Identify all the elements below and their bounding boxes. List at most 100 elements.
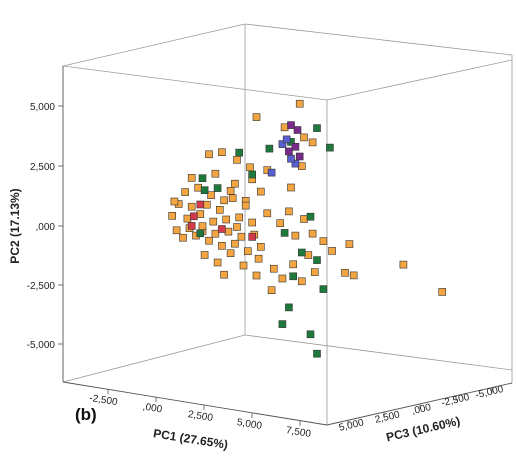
- scatter-point-orange: [310, 268, 319, 276]
- box-edge-top-right: [244, 23, 513, 56]
- scatter-point-green: [319, 285, 328, 293]
- scatter-point-orange: [263, 209, 272, 218]
- scatter-point-orange: [228, 194, 237, 202]
- scatter-point-blue: [267, 168, 276, 177]
- scatter-point-orange: [172, 226, 181, 235]
- z-tick-label: -5,000: [474, 384, 505, 401]
- scatter-point-orange: [256, 187, 265, 196]
- scatter-point-orange: [252, 113, 261, 121]
- scatter-point-orange: [218, 242, 226, 250]
- box-edge-back-top: [62, 23, 246, 67]
- scatter-point-orange: [276, 219, 285, 227]
- scatter-point-orange: [280, 123, 289, 132]
- scatter-point-orange: [304, 251, 313, 259]
- scatter-point-orange: [237, 232, 246, 241]
- scatter-point-green: [297, 248, 306, 257]
- scatter-point-orange: [198, 222, 207, 230]
- scatter-point-orange: [205, 236, 213, 245]
- scatter-point-red: [187, 222, 196, 230]
- scatter-point-orange: [233, 223, 241, 231]
- scatter-point-orange: [207, 191, 215, 199]
- x-tick-label: ,000: [142, 402, 163, 416]
- scatter-point-blue: [291, 159, 300, 168]
- scatter-point-orange: [241, 201, 250, 210]
- scatter-point-orange: [291, 231, 300, 240]
- data-points: [168, 99, 447, 358]
- plot-box: [62, 23, 513, 426]
- scatter-point-orange: [220, 196, 228, 205]
- scatter-point-orange: [168, 212, 176, 220]
- scatter-point-green: [313, 124, 321, 132]
- scatter-point-green: [248, 170, 256, 179]
- scatter-point-green: [200, 186, 209, 194]
- scatter-point-orange: [203, 200, 211, 209]
- scatter-point-orange: [226, 249, 235, 257]
- scatter-point-orange: [196, 210, 205, 218]
- scatter-point-orange: [226, 187, 235, 195]
- scatter-point-red: [218, 225, 226, 233]
- y-tick-label: 5,000: [30, 102, 55, 113]
- scatter-point-green: [306, 212, 315, 221]
- scatter-point-orange: [285, 207, 293, 216]
- z-tick-label: ,000: [411, 402, 433, 417]
- scatter-point-orange: [341, 268, 349, 277]
- scatter-point-orange: [345, 240, 354, 248]
- scatter-point-blue: [287, 154, 295, 163]
- z-axis: 5,000 2,500 ,000 -2,500 -5,000 PC3 (10.6…: [338, 384, 505, 444]
- x-axis-line: [62, 381, 328, 426]
- scatter-point-orange: [246, 163, 254, 172]
- x-axis: -2,500 ,000 2,500 5,000 7,500 PC1 (27.65…: [89, 389, 312, 452]
- x-tick-label: 2,500: [187, 409, 214, 424]
- scatter-point-blue: [278, 140, 287, 148]
- scatter-point-orange: [179, 233, 187, 242]
- scatter-point-orange: [297, 162, 306, 170]
- scatter-point-orange: [300, 215, 308, 223]
- scatter-point-orange: [328, 247, 336, 255]
- scatter-point-orange: [231, 179, 239, 188]
- scatter-point-green: [289, 272, 298, 281]
- box-edge-top-front: [62, 65, 328, 101]
- scatter-point-orange: [211, 229, 220, 238]
- scatter-point-orange: [278, 274, 287, 283]
- scatter-point-orange: [211, 169, 220, 178]
- scatter-point-orange: [187, 202, 196, 211]
- scatter-point-green: [306, 330, 315, 339]
- scatter-point-orange: [216, 206, 224, 214]
- scatter-point-orange: [170, 197, 179, 206]
- scatter-point-orange: [213, 258, 222, 267]
- z-tick-label: 2,500: [374, 409, 401, 425]
- scatter-point-orange: [200, 251, 209, 259]
- scatter-point-orange: [254, 254, 263, 263]
- scatter-point-orange: [248, 218, 256, 227]
- scatter-point-orange: [289, 260, 298, 269]
- scatter-point-orange: [181, 188, 189, 196]
- scatter-point-orange: [244, 247, 252, 255]
- y-axis: 5,000 2,500 ,000 -2,500 -5,000 PC2 (17.1…: [8, 102, 63, 351]
- scatter-point-green: [198, 174, 207, 182]
- scatter-point-orange: [194, 183, 202, 192]
- scatter-point-orange: [220, 270, 228, 279]
- scatter-point-orange: [222, 215, 230, 224]
- x-axis-title: PC1 (27.65%): [152, 426, 229, 452]
- box-edge-front-top-right: [326, 59, 513, 101]
- scatter-point-green: [213, 184, 222, 192]
- scatter-point-orange: [231, 239, 239, 248]
- x-tick-label: -2,500: [89, 393, 119, 408]
- scatter-point-orange: [218, 148, 226, 156]
- scatter-point-orange: [183, 214, 192, 223]
- scatter-point-orange: [269, 264, 278, 273]
- scatter-point-orange: [235, 213, 243, 222]
- scatter-point-orange: [205, 150, 213, 159]
- z-tick-label: 5,000: [338, 417, 365, 433]
- y-tick-label: -2,500: [27, 281, 56, 292]
- y-tick-label: ,000: [36, 222, 56, 233]
- scatter-point-orange: [267, 286, 276, 295]
- scatter-point-orange: [287, 183, 295, 192]
- scatter-point-blue: [282, 135, 291, 144]
- scatter-point-orange: [297, 277, 306, 286]
- scatter-point-purple: [293, 126, 302, 134]
- scatter-point-orange: [308, 229, 317, 238]
- scatter-point-orange: [319, 237, 328, 245]
- scatter-point-green: [278, 320, 287, 328]
